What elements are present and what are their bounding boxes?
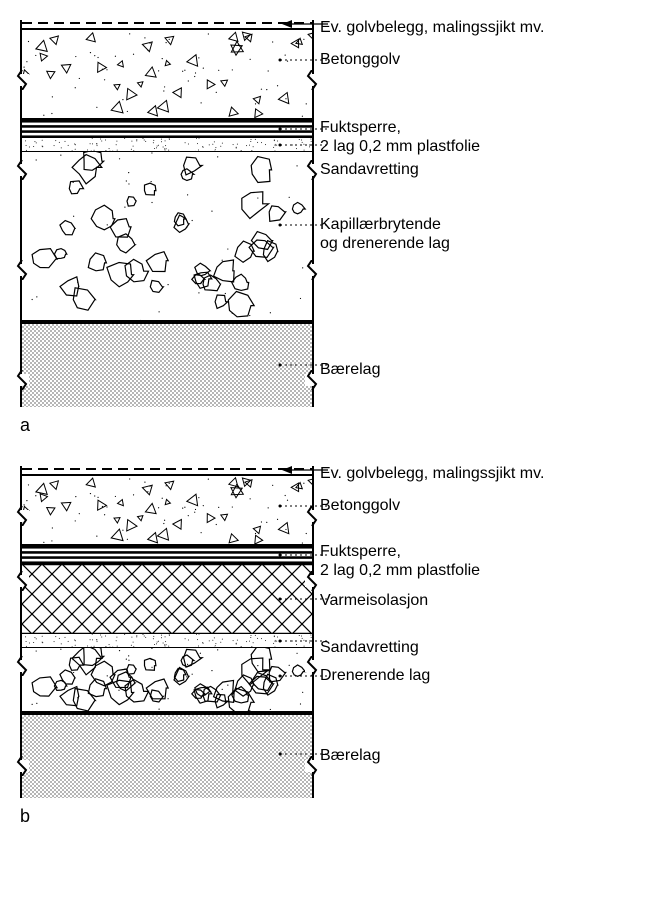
layer-covering	[22, 466, 312, 476]
label-gravel: Kapillærbrytendeog drenerende lag	[320, 215, 450, 253]
layer-stack	[20, 466, 314, 798]
figure-caption: b	[20, 806, 628, 827]
layer-insulation	[22, 564, 312, 634]
label-sand: Sandavretting	[320, 638, 419, 657]
label-insulation: Varmeisolasjon	[320, 591, 428, 610]
layer-vapour	[22, 120, 312, 138]
layer-gravel	[22, 648, 312, 713]
label-covering: Ev. golvbelegg, malingssjikt mv.	[320, 18, 544, 37]
layer-vapour	[22, 546, 312, 564]
layer-sand	[22, 634, 312, 648]
label-subbase: Bærelag	[320, 360, 380, 379]
layer-stack	[20, 20, 314, 407]
label-covering: Ev. golvbelegg, malingssjikt mv.	[320, 464, 544, 483]
layer-gravel	[22, 152, 312, 322]
layer-subbase	[22, 322, 312, 407]
label-vapour: Fuktsperre,2 lag 0,2 mm plastfolie	[320, 542, 480, 580]
label-gravel: Drenerende lag	[320, 666, 430, 685]
layer-sand	[22, 138, 312, 152]
layer-concrete	[22, 30, 312, 120]
cross-section-figure: Ev. golvbelegg, malingssjikt mv. Betonggo…	[20, 20, 628, 436]
layer-covering	[22, 20, 312, 30]
layer-concrete	[22, 476, 312, 546]
cross-section-figure: Ev. golvbelegg, malingssjikt mv. Betonggo…	[20, 466, 628, 827]
label-vapour: Fuktsperre,2 lag 0,2 mm plastfolie	[320, 118, 480, 156]
label-sand: Sandavretting	[320, 160, 419, 179]
label-subbase: Bærelag	[320, 746, 380, 765]
label-concrete: Betonggolv	[320, 496, 400, 515]
figure-caption: a	[20, 415, 628, 436]
label-concrete: Betonggolv	[320, 50, 400, 69]
layer-subbase	[22, 713, 312, 798]
